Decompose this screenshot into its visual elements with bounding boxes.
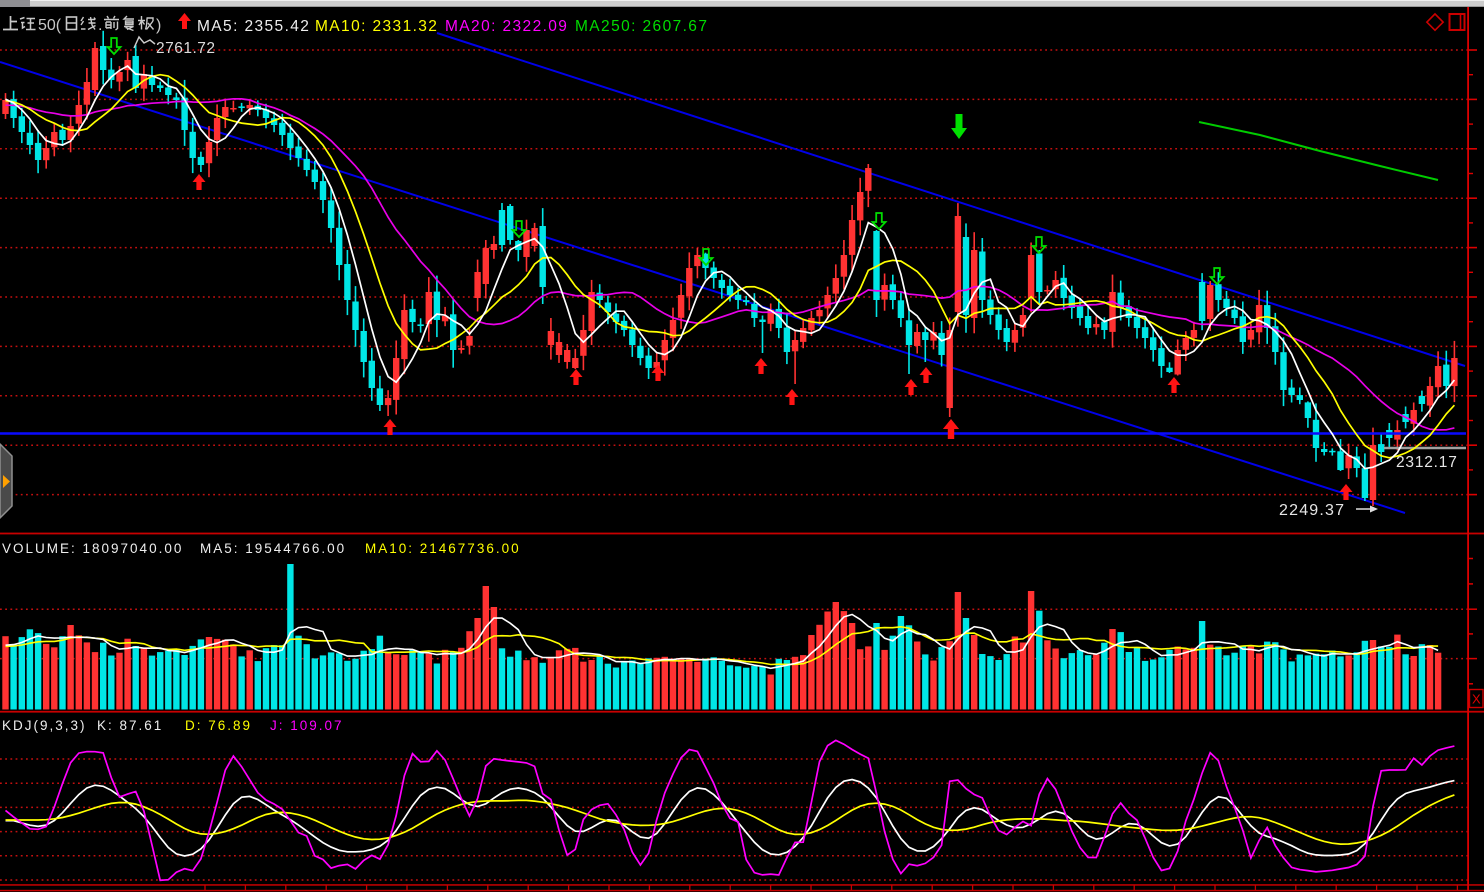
- svg-text:MA20: 2322.09: MA20: 2322.09: [445, 18, 568, 35]
- svg-text:J: 109.07: J: 109.07: [270, 718, 344, 733]
- svg-text:MA250: 2607.67: MA250: 2607.67: [575, 18, 708, 35]
- svg-text:): ): [156, 17, 161, 34]
- svg-text:MA5: 2355.42: MA5: 2355.42: [197, 18, 310, 35]
- svg-text:VOLUME: 18097040.00: VOLUME: 18097040.00: [2, 541, 183, 556]
- svg-text:K: 87.61: K: 87.61: [97, 718, 163, 733]
- svg-text:50(: 50(: [38, 17, 62, 34]
- svg-text:.: .: [98, 17, 102, 34]
- svg-text:D: 76.89: D: 76.89: [185, 718, 252, 733]
- svg-text:MA10: 2331.32: MA10: 2331.32: [315, 18, 438, 35]
- svg-text:2761.72: 2761.72: [156, 40, 216, 57]
- svg-text:MA10: 21467736.00: MA10: 21467736.00: [365, 541, 521, 556]
- svg-text:MA5: 19544766.00: MA5: 19544766.00: [200, 541, 346, 556]
- svg-text:2312.17: 2312.17: [1396, 454, 1458, 471]
- svg-text:2249.37: 2249.37: [1279, 502, 1345, 519]
- svg-text:X: X: [1472, 692, 1481, 707]
- svg-text:KDJ(9,3,3): KDJ(9,3,3): [2, 718, 87, 733]
